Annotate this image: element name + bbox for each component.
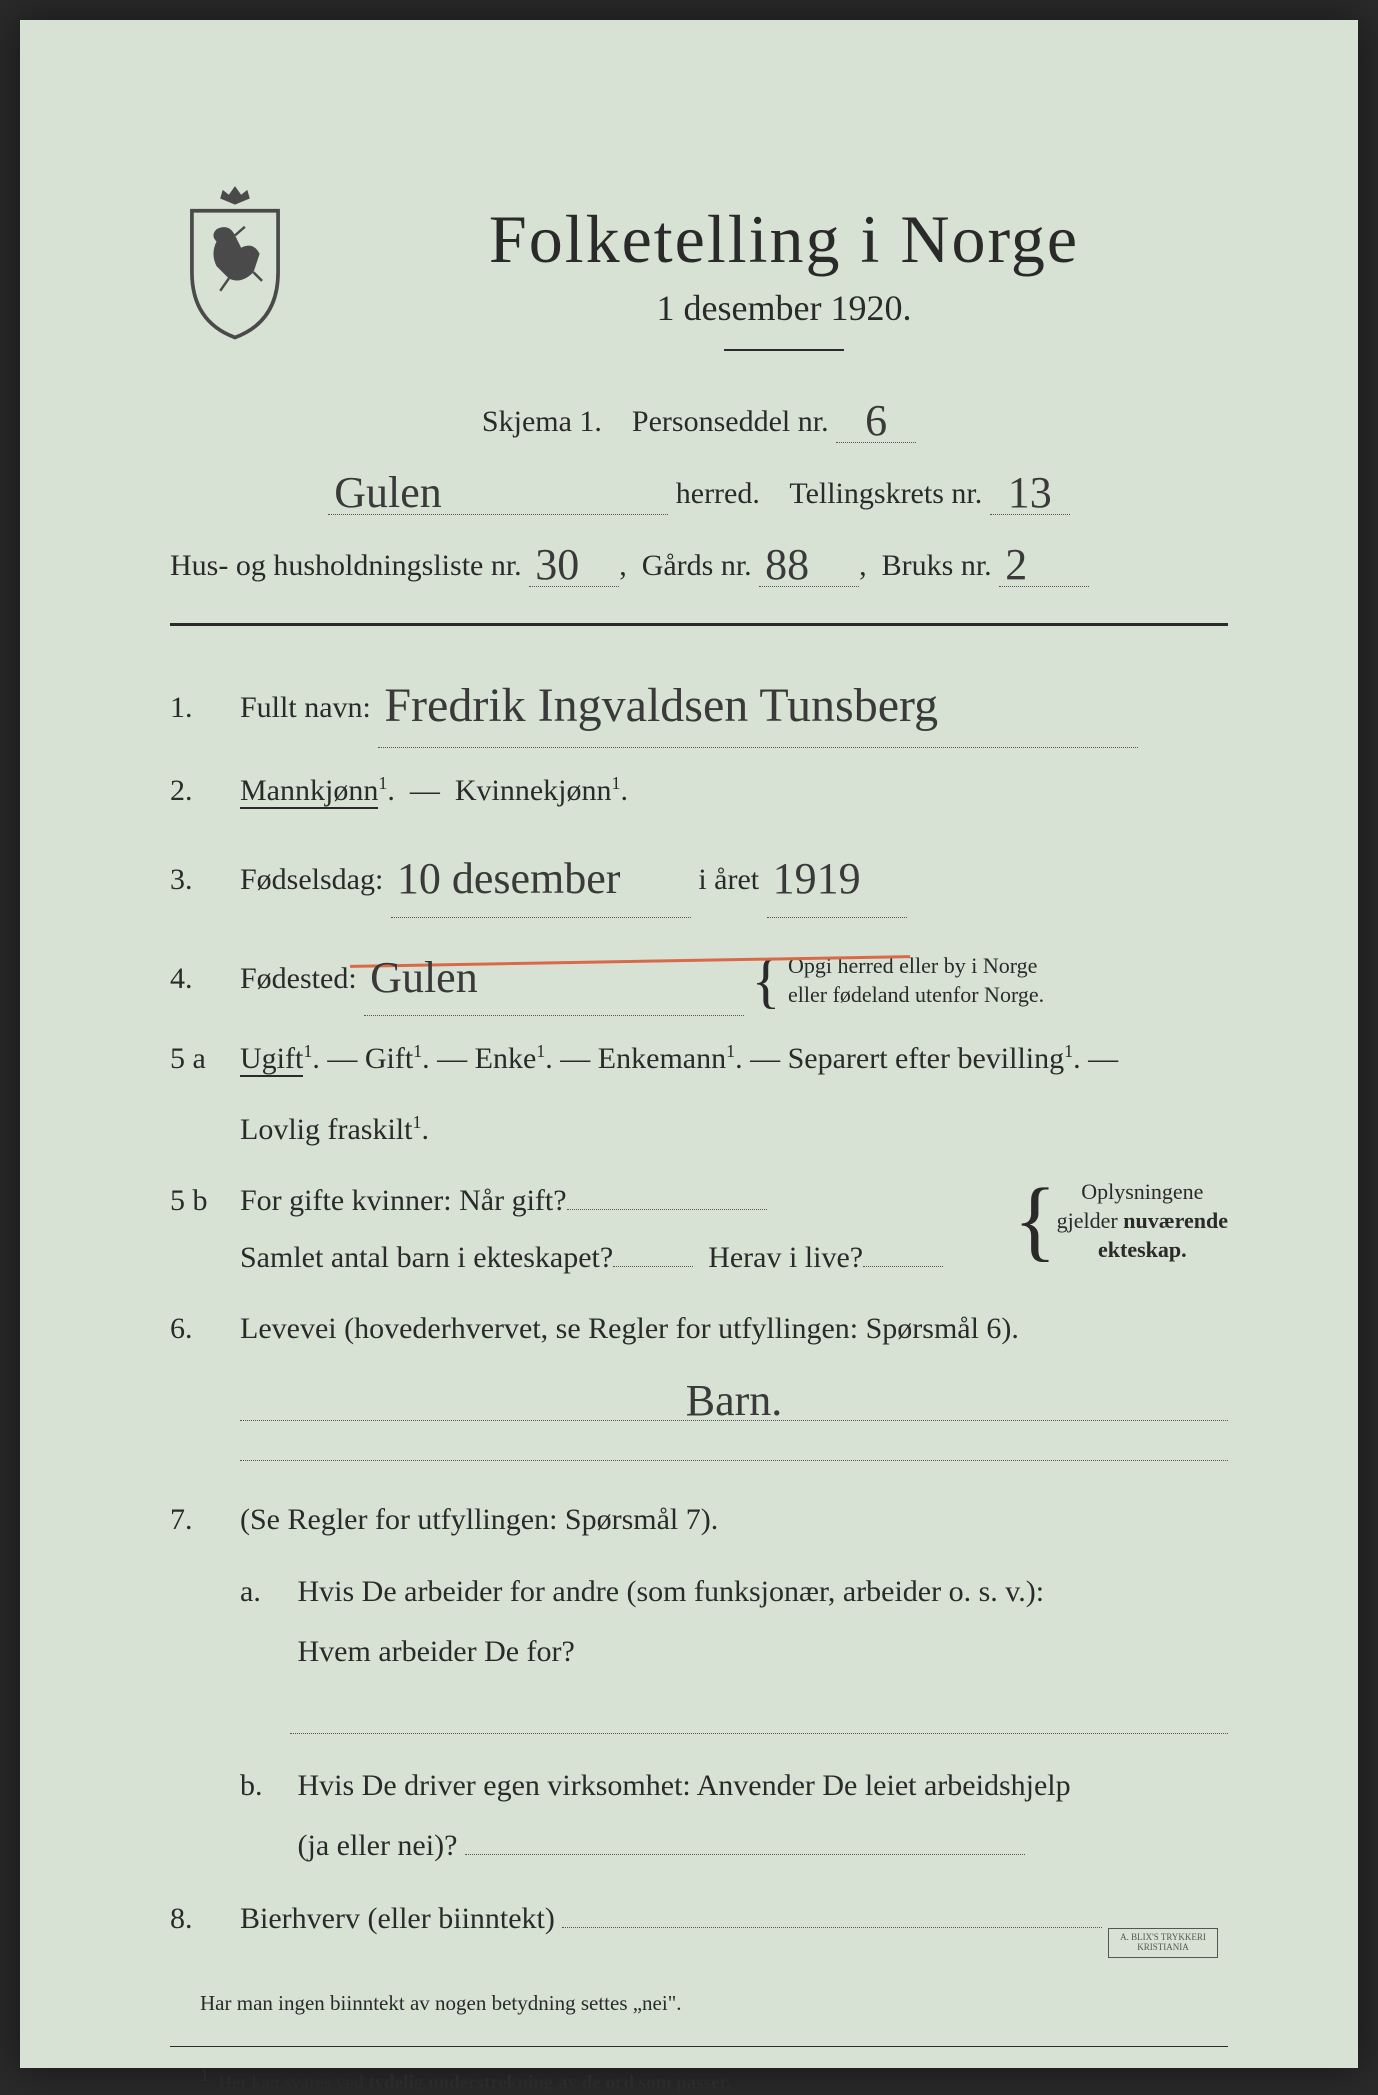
main-title: Folketelling i Norge — [340, 200, 1228, 279]
q5b-row: 5 b For gifte kvinner: Når gift? Samlet … — [170, 1172, 1228, 1286]
q7-num: 7. — [170, 1491, 240, 1548]
hus-nr: 30 — [535, 540, 579, 589]
tellingskrets-nr: 13 — [1008, 468, 1052, 517]
q1-label: Fullt navn: — [240, 691, 371, 724]
q7-label: (Se Regler for utfyllingen: Spørsmål 7). — [240, 1491, 1228, 1548]
q7b: b. Hvis De driver egen virksomhet: Anven… — [240, 1756, 1228, 1876]
personseddel-nr: 6 — [865, 396, 887, 445]
divider — [170, 623, 1228, 626]
brace-icon: { — [752, 957, 781, 1005]
q3-day: 10 desember — [397, 854, 621, 903]
q5a-separert: Separert efter bevilling — [788, 1042, 1065, 1075]
q5b-num: 5 b — [170, 1172, 240, 1229]
q7a-letter: a. — [240, 1562, 290, 1622]
brace-icon: { — [1013, 1185, 1056, 1257]
q4-note: Opgi herred eller by i Norge eller fødel… — [788, 952, 1044, 1009]
q7b-l1: Hvis De driver egen virksomhet: Anvender… — [298, 1769, 1071, 1802]
q5b-note: Oplysningene gjelder nuværende ekteskap. — [1057, 1178, 1228, 1264]
schema-line: Skjema 1. Personseddel nr. 6 — [170, 391, 1228, 443]
q2-num: 2. — [170, 762, 240, 819]
title-block: Folketelling i Norge 1 desember 1920. — [340, 200, 1228, 381]
q1-num: 1. — [170, 679, 240, 736]
q5a-row: 5 a Ugift1. — Gift1. — Enke1. — Enkemann… — [170, 1030, 1228, 1087]
q7a-l1: Hvis De arbeider for andre (som funksjon… — [298, 1575, 1045, 1608]
gards-nr: 88 — [765, 540, 809, 589]
sub-title: 1 desember 1920. — [340, 287, 1228, 329]
q7a-l2: Hvem arbeider De for? — [298, 1635, 575, 1668]
bruks-label: Bruks nr. — [882, 549, 992, 582]
printer-mark: A. BLIX'S TRYKKERIKRISTIANIA — [1108, 1928, 1218, 1958]
q8-num: 8. — [170, 1890, 240, 1947]
q6-label: Levevei (hovederhvervet, se Regler for u… — [240, 1300, 1228, 1357]
tellingskrets-label: Tellingskrets nr. — [789, 477, 982, 510]
q5a-enkemann: Enkemann — [598, 1042, 726, 1075]
q6-blank-line — [240, 1431, 1228, 1461]
q5a-enke: Enke — [475, 1042, 537, 1075]
q3-row: 3. Fødselsdag: 10 desember i året 1919 — [170, 833, 1228, 918]
q5a-row2: Lovlig fraskilt1. — [170, 1101, 1228, 1158]
q6-answer-line: Barn. — [240, 1371, 1228, 1421]
herred-label: herred. — [676, 477, 760, 510]
footnote-nei: Har man ingen biinntekt av nogen betydni… — [200, 1991, 1228, 2016]
header: Folketelling i Norge 1 desember 1920. — [170, 200, 1228, 381]
q5a-gift: Gift — [365, 1042, 413, 1075]
q8-row: 8. Bierhverv (eller biinntekt) — [170, 1890, 1228, 1947]
q3-year-label: i året — [698, 863, 759, 896]
q4-num: 4. — [170, 950, 240, 1007]
herred-line: Gulen herred. Tellingskrets nr. 13 — [170, 463, 1228, 515]
schema-label: Skjema 1. — [482, 405, 602, 438]
census-form-page: Folketelling i Norge 1 desember 1920. Sk… — [20, 20, 1358, 2068]
q8-label: Bierhverv (eller biinntekt) — [240, 1902, 555, 1935]
q6-row: 6. Levevei (hovederhvervet, se Regler fo… — [170, 1300, 1228, 1357]
q7a-answer-line — [290, 1690, 1228, 1734]
q3-year: 1919 — [773, 854, 861, 903]
q6-value: Barn. — [686, 1376, 783, 1425]
q2-row: 2. Mannkjønn1. — Kvinnekjønn1. — [170, 762, 1228, 819]
q5a-num: 5 a — [170, 1030, 240, 1087]
q6-num: 6. — [170, 1300, 240, 1357]
hus-label: Hus- og husholdningsliste nr. — [170, 549, 522, 582]
title-rule — [724, 349, 844, 351]
q5a-fraskilt: Lovlig fraskilt — [240, 1113, 412, 1146]
footnote-instruction: 1 Her kan svares ved tydelig understrekn… — [200, 2065, 1228, 2094]
q7-row: 7. (Se Regler for utfyllingen: Spørsmål … — [170, 1491, 1228, 1548]
q3-num: 3. — [170, 851, 240, 908]
q4-value: Gulen — [370, 953, 478, 1002]
q4-row: 4. Fødested: Gulen { Opgi herred eller b… — [170, 932, 1228, 1017]
q5b-l2a: Samlet antal barn i ekteskapet? — [240, 1241, 613, 1274]
q7b-letter: b. — [240, 1756, 290, 1816]
footnote-divider — [170, 2046, 1228, 2047]
q7a: a. Hvis De arbeider for andre (som funks… — [240, 1562, 1228, 1682]
personseddel-label: Personseddel nr. — [632, 405, 829, 438]
q4-label: Fødested: — [240, 962, 357, 995]
gards-label: Gårds nr. — [642, 549, 752, 582]
q1-row: 1. Fullt navn: Fredrik Ingvaldsen Tunsbe… — [170, 656, 1228, 748]
q3-label: Fødselsdag: — [240, 863, 383, 896]
q5a-ugift: Ugift — [240, 1042, 303, 1077]
q2-kvinne: Kvinnekjønn — [455, 774, 612, 807]
q2-mann: Mannkjønn — [240, 774, 378, 809]
herred-name: Gulen — [334, 468, 442, 517]
bruks-nr: 2 — [1005, 540, 1027, 589]
coat-of-arms-icon — [170, 180, 300, 340]
q7b-l2: (ja eller nei)? — [298, 1829, 458, 1862]
q5b-l2b: Herav i live? — [708, 1241, 863, 1274]
hus-line: Hus- og husholdningsliste nr. 30, Gårds … — [170, 535, 1228, 587]
q5b-l1: For gifte kvinner: Når gift? — [240, 1184, 567, 1217]
q1-value: Fredrik Ingvaldsen Tunsberg — [384, 679, 938, 732]
